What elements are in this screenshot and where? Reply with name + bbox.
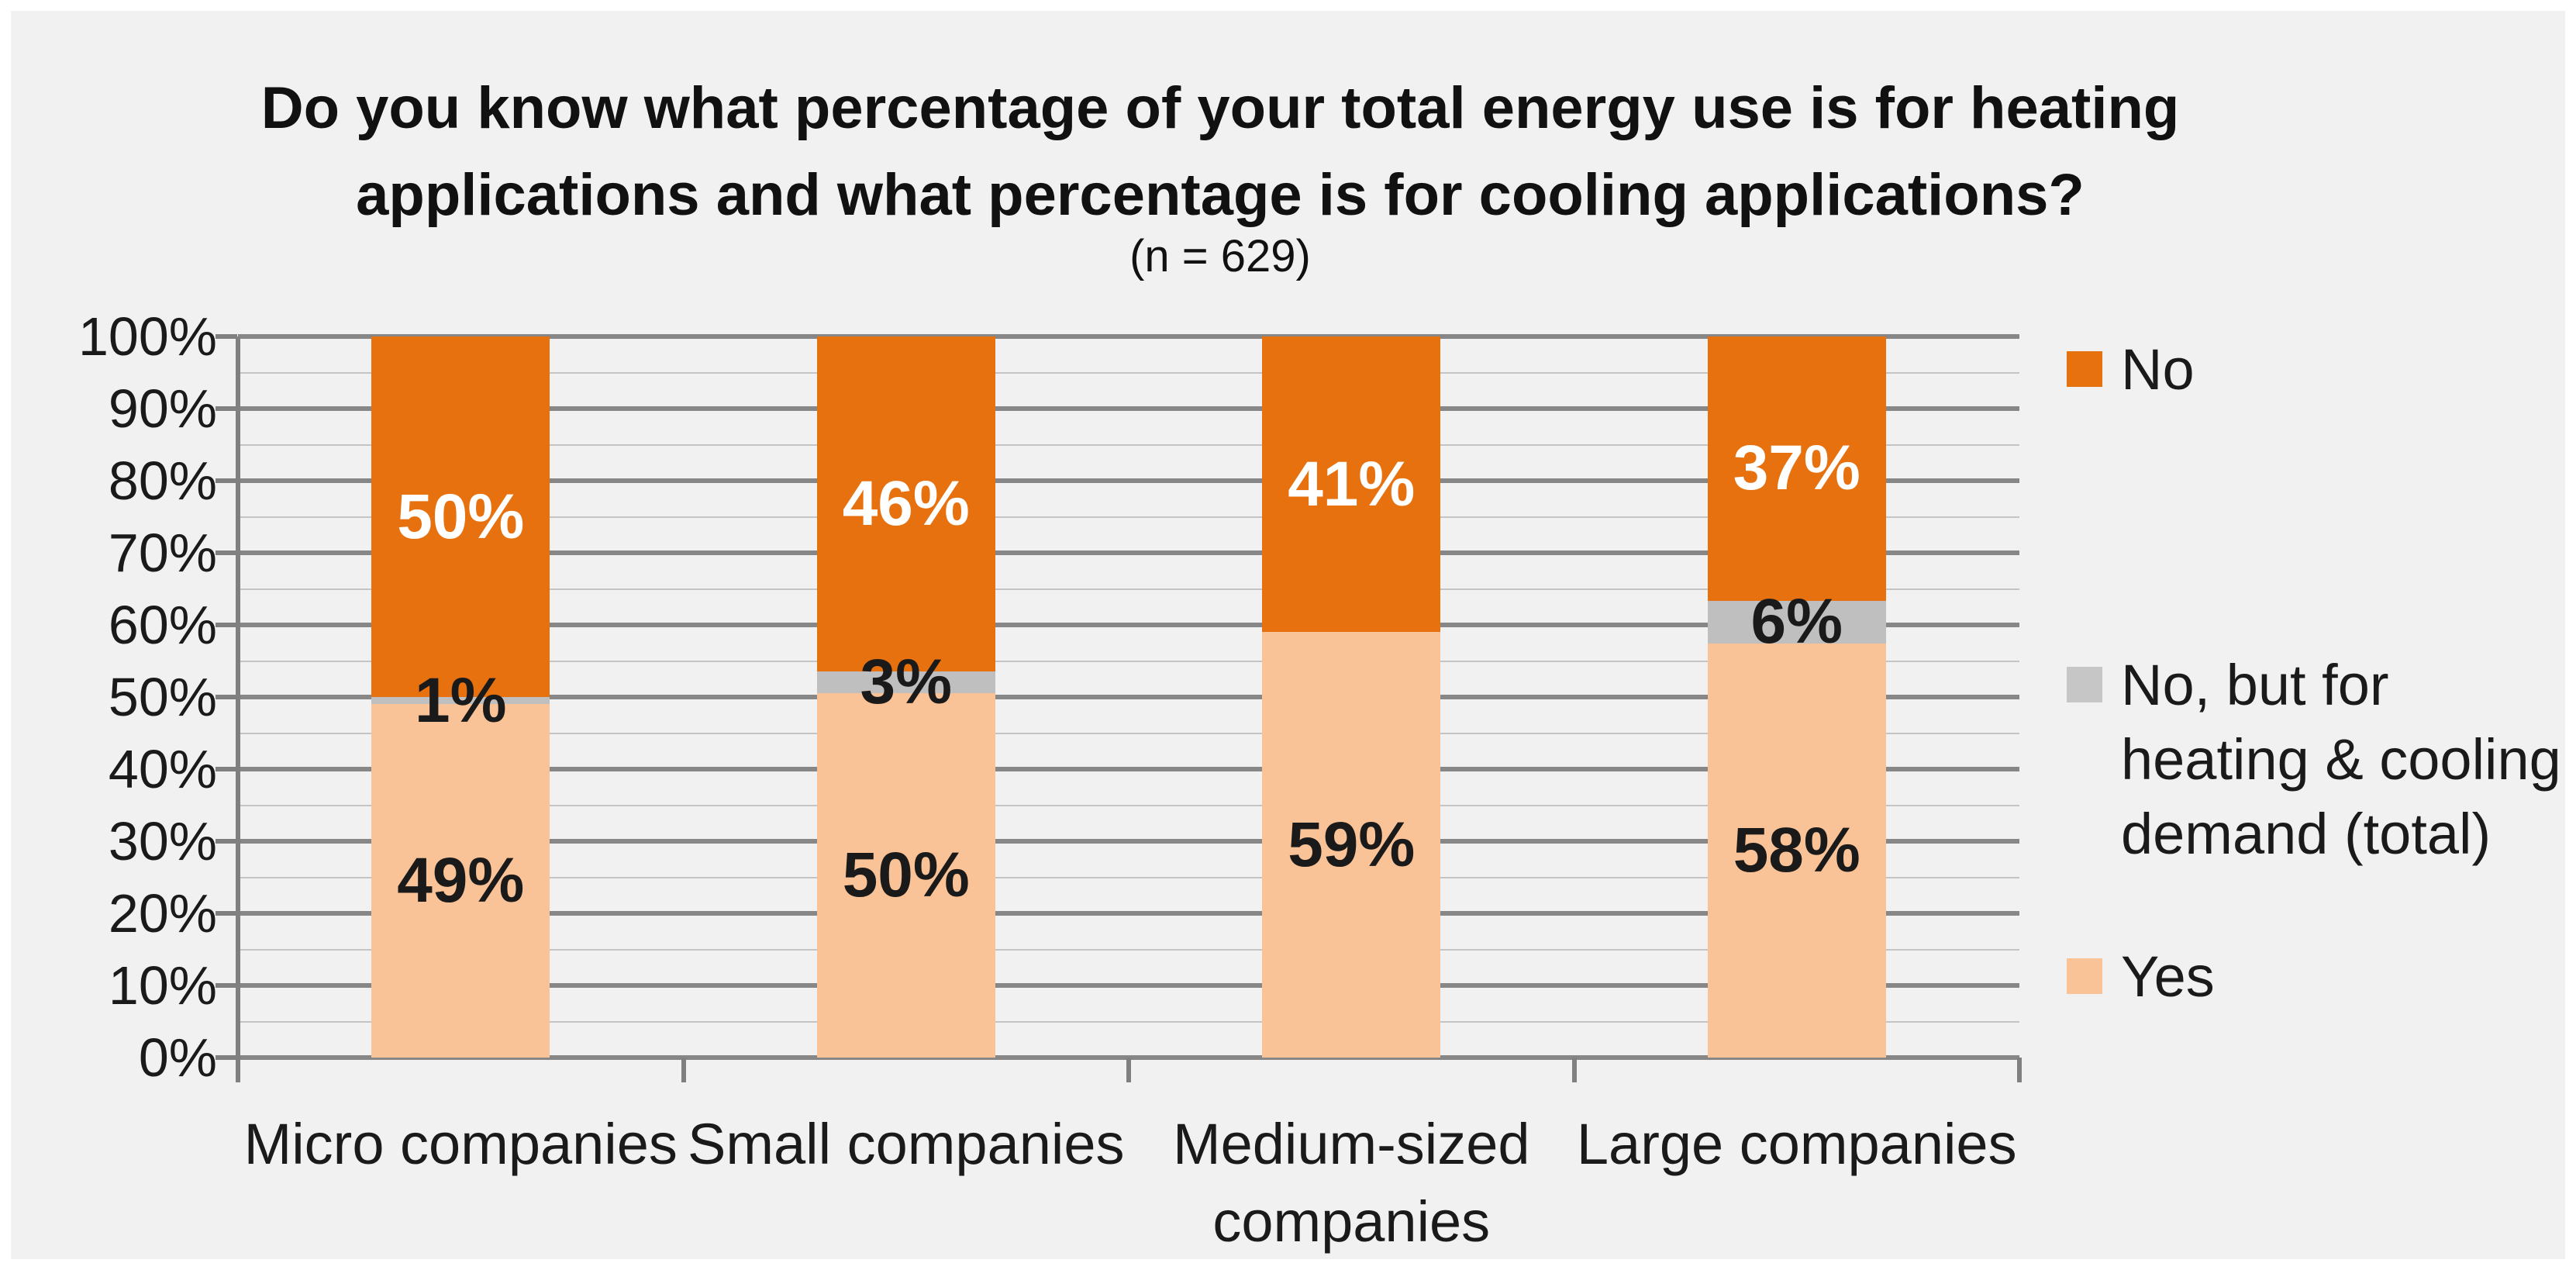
legend-swatch	[2067, 667, 2102, 702]
x-axis-category-label: Medium-sized companies	[1172, 1112, 1530, 1254]
bar-segment-yes: 49%	[371, 704, 550, 1058]
minor-gridline	[238, 804, 2019, 806]
y-axis-tick-label: 20%	[108, 883, 217, 944]
major-gridline	[238, 767, 2019, 771]
x-axis-category-label: Large companies	[1576, 1112, 2017, 1176]
stacked-bar: 58% 6% 37%	[1707, 336, 1886, 1058]
minor-gridline	[238, 443, 2019, 446]
bar-segment-no: 37%	[1707, 336, 1886, 601]
major-gridline	[238, 478, 2019, 483]
bar-segment-no: 3%	[816, 647, 995, 717]
plot-area: 49% 1% 50% 50% 3% 46% 59% 41% 58% 6% 37%	[238, 334, 2019, 1060]
bar-segment-no: 1%	[371, 665, 550, 736]
minor-gridline	[238, 371, 2019, 374]
bar-segment-yes: 50%	[816, 693, 995, 1058]
bar-data-label: 58%	[1733, 814, 1860, 885]
legend-swatch	[2067, 351, 2102, 387]
y-axis-tick	[216, 839, 237, 844]
bar-segment-no: 46%	[816, 336, 995, 672]
legend-label: No, but for heating & cooling demand (to…	[2121, 653, 2561, 866]
x-axis-tick	[681, 1058, 686, 1082]
minor-gridline	[238, 660, 2019, 662]
chart-title: Do you know what percentage of your tota…	[135, 65, 2305, 239]
stacked-bar: 49% 1% 50%	[371, 336, 550, 1058]
y-axis-tick	[216, 550, 237, 555]
bar-data-label: 59%	[1288, 809, 1416, 880]
y-axis-tick	[216, 623, 237, 627]
legend-swatch	[2067, 958, 2102, 994]
major-gridline	[238, 695, 2019, 699]
y-axis-tick	[216, 334, 237, 339]
major-gridline	[238, 334, 2019, 339]
minor-gridline	[238, 948, 2019, 951]
chart-canvas: Do you know what percentage of your tota…	[11, 11, 2565, 1259]
stacked-bar: 59% 41%	[1262, 336, 1441, 1058]
x-axis-tick	[1126, 1058, 1131, 1082]
bar-data-label: 6%	[1750, 586, 1843, 657]
major-gridline	[238, 406, 2019, 411]
y-axis-tick	[216, 406, 237, 411]
bar-data-label: 50%	[397, 481, 525, 552]
y-axis-tick-label: 70%	[108, 523, 217, 583]
y-axis-tick	[216, 911, 237, 916]
chart-title-line-1: Do you know what percentage of your tota…	[260, 75, 2180, 141]
bar-data-label: 49%	[397, 845, 525, 916]
bar-segment-no: 41%	[1262, 336, 1441, 633]
x-axis-tick	[2017, 1058, 2022, 1082]
y-axis-tick-label: 30%	[108, 811, 217, 871]
bar-segment-no: 50%	[371, 336, 550, 697]
x-axis-tick	[1571, 1058, 1577, 1082]
minor-gridline	[238, 516, 2019, 518]
bar-segment-no: 6%	[1707, 586, 1886, 657]
x-axis-tick	[236, 1058, 240, 1082]
stacked-bar: 50% 3% 46%	[816, 336, 995, 1058]
bar-data-label: 37%	[1733, 433, 1860, 504]
y-axis-tick	[216, 767, 237, 771]
bar-data-label: 46%	[842, 468, 970, 540]
y-axis-tick-label: 10%	[108, 955, 217, 1016]
bar-data-label: 41%	[1288, 448, 1416, 519]
y-axis-tick-label: 80%	[108, 450, 217, 511]
y-axis-tick	[216, 983, 237, 988]
minor-gridline	[238, 876, 2019, 878]
bar-segment-yes: 58%	[1707, 643, 1886, 1058]
major-gridline	[238, 839, 2019, 844]
bar-data-label: 50%	[842, 840, 970, 911]
minor-gridline	[238, 732, 2019, 734]
y-axis-tick	[216, 1055, 237, 1060]
minor-gridline	[238, 1020, 2019, 1023]
major-gridline	[238, 550, 2019, 555]
x-axis-category-label: Small companies	[688, 1112, 1125, 1176]
y-axis-tick-label: 50%	[108, 667, 217, 727]
y-axis-tick	[216, 695, 237, 699]
y-axis-tick-label: 0%	[138, 1027, 217, 1088]
chart-title-line-2: applications and what percentage is for …	[356, 162, 2085, 228]
y-axis-tick-label: 100%	[78, 306, 217, 367]
major-gridline	[238, 911, 2019, 916]
major-gridline	[238, 983, 2019, 988]
bar-segment-yes: 59%	[1262, 632, 1441, 1058]
y-axis-line	[236, 336, 240, 1082]
x-axis-category-label: Micro companies	[243, 1112, 678, 1176]
chart-subtitle: (n = 629)	[1129, 231, 1311, 281]
minor-gridline	[238, 588, 2019, 590]
legend-label: Yes	[2121, 944, 2215, 1009]
y-axis-tick	[216, 478, 237, 483]
major-gridline	[238, 623, 2019, 627]
y-axis-tick-label: 90%	[108, 378, 217, 439]
legend-label: No	[2121, 337, 2195, 402]
bar-data-label: 3%	[860, 647, 953, 718]
y-axis-tick-label: 60%	[108, 595, 217, 655]
y-axis-tick-label: 40%	[108, 739, 217, 799]
bar-data-label: 1%	[414, 664, 507, 736]
